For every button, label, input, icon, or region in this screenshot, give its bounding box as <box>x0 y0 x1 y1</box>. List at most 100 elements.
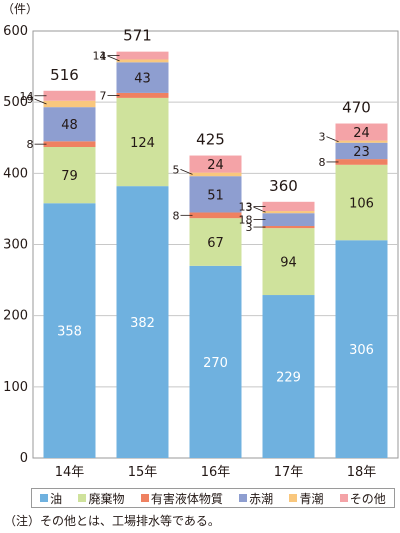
bar-segment <box>43 90 96 101</box>
data-label: 14 <box>20 90 34 103</box>
legend-swatch <box>239 494 248 502</box>
legend-swatch <box>78 494 87 502</box>
bar-segment <box>189 218 242 266</box>
chart-legend: 油 廃棄物 有害液体物質 赤潮 青潮 その他 <box>31 488 395 508</box>
bar-segment <box>43 100 96 108</box>
y-tick-label: 600 <box>3 24 28 39</box>
data-label: 270 <box>203 356 228 371</box>
bar-segment <box>43 107 96 142</box>
legend-label: その他 <box>349 491 386 506</box>
x-tick-label: 17年 <box>274 465 304 480</box>
bar-segment <box>262 213 315 226</box>
legend-label: 廃棄物 <box>88 491 125 506</box>
legend-label: 赤潮 <box>249 491 274 506</box>
leader-line <box>326 136 339 143</box>
bar-segment <box>116 186 169 459</box>
total-label: 516 <box>50 66 79 84</box>
data-label: 8 <box>319 156 326 169</box>
data-label: 3 <box>246 201 253 214</box>
legend-label: 有害液体物質 <box>150 491 223 506</box>
legend-label: 青潮 <box>299 491 324 506</box>
legend-item: 青潮 <box>289 490 323 507</box>
data-label: 5 <box>173 163 180 176</box>
data-label: 24 <box>207 158 224 173</box>
footnote: （注）その他とは、工場排水等である。 <box>4 514 220 528</box>
leader-line <box>107 55 120 62</box>
data-label: 51 <box>207 188 224 203</box>
total-label: 425 <box>196 131 225 149</box>
total-label: 470 <box>342 99 371 117</box>
data-label: 43 <box>134 72 151 87</box>
bar-segment <box>43 147 96 204</box>
data-label: 18 <box>239 214 253 227</box>
data-label: 358 <box>57 325 82 340</box>
legend-item: 廃棄物 <box>78 490 125 507</box>
leader-line <box>253 206 266 213</box>
data-label: 48 <box>61 118 78 133</box>
bar-segment <box>189 176 242 213</box>
data-label: 23 <box>353 145 370 160</box>
data-label: 4 <box>100 50 107 63</box>
bar-segment <box>335 159 388 165</box>
bar-segment <box>262 228 315 296</box>
leader-line <box>34 98 47 105</box>
y-unit-label: （件） <box>2 2 38 16</box>
data-label: 8 <box>27 138 34 151</box>
legend-swatch <box>140 494 149 502</box>
data-label: 94 <box>280 256 297 271</box>
data-label: 3 <box>246 221 253 234</box>
data-label: 8 <box>173 209 180 222</box>
leader-line <box>180 169 193 175</box>
legend-item: 油 <box>40 490 62 507</box>
data-label: 24 <box>353 126 370 141</box>
bar-segment <box>335 240 388 458</box>
total-label: 571 <box>123 27 152 45</box>
bar-segment <box>189 212 242 219</box>
data-label: 124 <box>130 136 155 151</box>
x-tick-label: 16年 <box>201 465 231 480</box>
y-tick-label: 400 <box>3 166 28 181</box>
legend-item: 有害液体物質 <box>140 490 223 507</box>
bar-segment <box>116 59 169 63</box>
legend-swatch <box>339 494 348 502</box>
y-tick-label: 100 <box>3 380 28 395</box>
bar-segment <box>262 211 315 214</box>
bar-segment <box>43 141 96 148</box>
bar-segment <box>189 172 242 177</box>
bar-segment <box>262 225 315 229</box>
data-label: 382 <box>130 316 155 331</box>
y-tick-label: 200 <box>3 309 28 324</box>
data-label: 7 <box>100 89 107 102</box>
bar-segment <box>189 265 242 458</box>
bar-segment <box>262 201 315 212</box>
y-tick-label: 500 <box>3 95 28 110</box>
x-tick-label: 18年 <box>347 465 377 480</box>
bar-segment <box>335 140 388 143</box>
bar-segment <box>335 123 388 141</box>
y-tick-label: 300 <box>3 238 28 253</box>
data-label: 13 <box>239 200 253 213</box>
bar-segment <box>335 164 388 241</box>
bar-segment <box>189 155 242 173</box>
legend-swatch <box>40 494 49 502</box>
data-label: 229 <box>276 371 301 386</box>
data-label: 11 <box>93 50 107 63</box>
y-tick-label: 0 <box>20 451 28 466</box>
x-tick-label: 14年 <box>55 465 85 480</box>
bar-segment <box>335 142 388 160</box>
data-label: 106 <box>349 197 374 212</box>
legend-item: 赤潮 <box>239 490 273 507</box>
total-label: 360 <box>269 177 298 195</box>
bar-segment <box>262 295 315 458</box>
data-label: 67 <box>207 236 224 251</box>
legend-item: その他 <box>339 490 386 507</box>
legend-swatch <box>289 494 298 502</box>
x-tick-label: 15年 <box>128 465 158 480</box>
data-label: 9 <box>27 93 34 106</box>
bar-segment <box>116 62 169 93</box>
data-label: 3 <box>319 131 326 144</box>
bar-segment <box>116 51 169 60</box>
data-label: 306 <box>349 343 374 358</box>
bar-segment <box>116 97 169 187</box>
data-label: 79 <box>61 169 78 184</box>
